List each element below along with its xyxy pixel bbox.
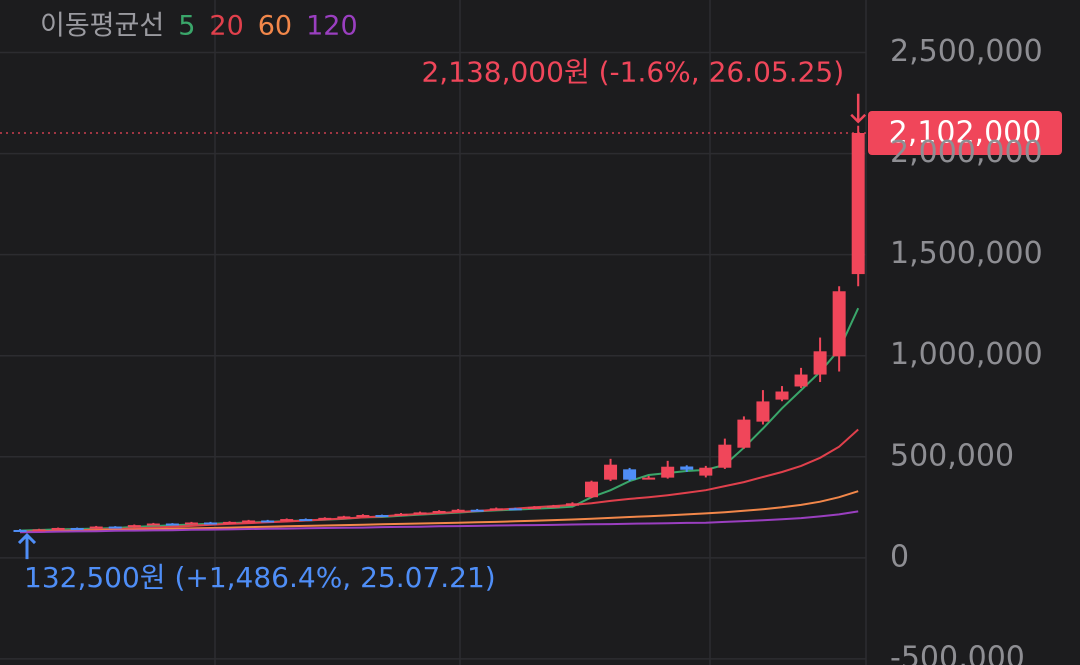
candle-body (184, 522, 198, 525)
overlay: 2,102,000 2,138,000원 (-1.6%, 26.05.25) 132… (0, 56, 1062, 594)
candle-body (165, 523, 179, 526)
y-tick-label: 1,500,000 (890, 236, 1043, 271)
candle-body (356, 515, 370, 518)
plot (13, 125, 865, 534)
candle-body (280, 519, 294, 522)
candle-body (375, 515, 389, 518)
candle-body (223, 521, 237, 524)
candle-body (585, 481, 598, 498)
candle-body (832, 291, 846, 357)
candle-body (699, 467, 713, 476)
candle-body (642, 477, 656, 480)
candle-body (108, 526, 122, 529)
candle-body (299, 519, 313, 522)
candle-body (13, 529, 27, 532)
y-tick-label: 500,000 (890, 438, 1014, 473)
candle-body (146, 523, 160, 526)
legend-entry: 5 (178, 11, 195, 42)
candle-body (413, 512, 427, 515)
candle-body (737, 419, 751, 448)
ma-line (19, 490, 859, 533)
candle-body (470, 509, 484, 512)
candle-body (851, 133, 865, 275)
candle-body (565, 503, 579, 506)
y-tick-label: 2,500,000 (890, 34, 1043, 69)
candle-body (318, 517, 332, 520)
y-tick-label: 1,000,000 (890, 337, 1043, 372)
current-price-box (868, 111, 1062, 155)
legend-entry: 20 (209, 11, 243, 42)
legend: 이동평균선 5 20 60 120 (40, 11, 358, 42)
candle-body (756, 401, 770, 422)
candle-body (718, 444, 732, 468)
candle-body (261, 520, 275, 523)
candle-body (242, 520, 256, 523)
min-annotation: 132,500원 (+1,486.4%, 25.07.21) (24, 561, 496, 594)
candle-body (51, 527, 65, 530)
min-arrow (17, 532, 37, 560)
candle-body (89, 526, 103, 529)
candle-body (508, 508, 522, 511)
candle-body (661, 466, 675, 478)
candle-body (204, 522, 217, 525)
y-tick-label: -500,000 (890, 640, 1025, 665)
y-tick-label: 0 (890, 539, 909, 574)
max-annotation: 2,138,000원 (-1.6%, 26.05.25) (421, 56, 844, 89)
candle-body (432, 510, 446, 513)
candle-body (70, 527, 84, 530)
candle-body (604, 464, 618, 480)
candle-body (546, 505, 560, 508)
y-tick-label: 2,000,000 (890, 135, 1043, 170)
candle-body (794, 374, 808, 387)
ma-line (19, 428, 859, 533)
legend-entry: 120 (306, 11, 358, 42)
candle-body (394, 513, 408, 516)
candle-body (451, 509, 465, 512)
ma-line (19, 510, 859, 534)
candle-body (813, 351, 827, 375)
candle-body (32, 529, 46, 532)
candle-body (623, 469, 637, 480)
max-arrow (850, 93, 867, 124)
candle-body (680, 466, 694, 470)
grid (0, 0, 867, 665)
current-price-label: 2,102,000 (889, 116, 1042, 151)
legend-title: 이동평균선 (40, 11, 164, 42)
candle-body (127, 525, 141, 528)
candle-body (527, 506, 541, 509)
candle-body (775, 391, 789, 400)
candle-body (489, 508, 503, 511)
legend-entry: 60 (258, 11, 292, 42)
candle-body (337, 516, 351, 519)
